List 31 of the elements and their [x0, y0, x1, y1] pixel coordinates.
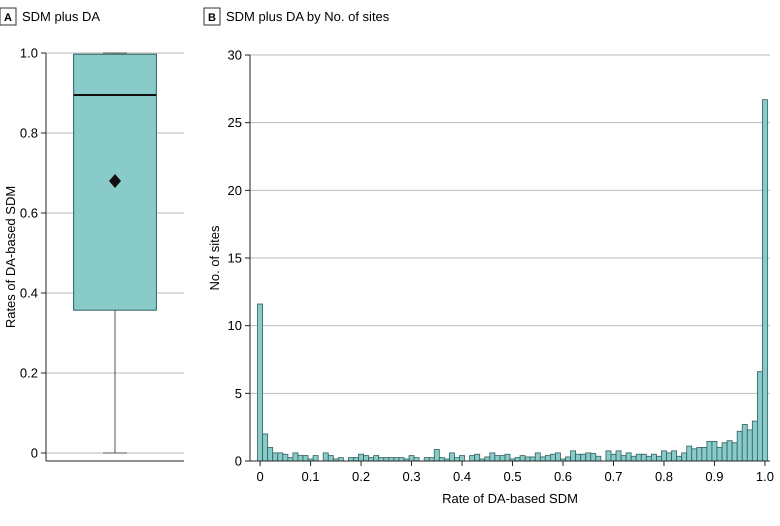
text: B [208, 12, 216, 24]
text: A [4, 12, 12, 24]
x-tick-label: 0.7 [604, 469, 623, 484]
y-tick-label: 10 [228, 318, 242, 334]
y-tick-label: 15 [228, 250, 242, 266]
chart-title: SDM plus DA [22, 9, 100, 24]
x-tick-label: 0.5 [503, 469, 522, 484]
x-tick-label: 0 [256, 469, 264, 484]
x-axis-title: Rate of DA-based SDM [442, 491, 578, 506]
chart-title: SDM plus DA by No. of sites [226, 9, 390, 24]
y-tick-label: 0 [30, 446, 38, 461]
y-tick-label: 1.0 [20, 46, 38, 61]
y-tick-label: 0.8 [20, 126, 38, 141]
x-tick-label: 0.9 [705, 469, 724, 484]
y-tick-label: 0.6 [20, 206, 38, 221]
y-tick-label: 0.2 [20, 366, 38, 381]
x-tick-label: 0.3 [402, 469, 421, 484]
y-axis-title: No. of sites [207, 224, 222, 291]
y-tick-label: 30 [228, 48, 242, 63]
x-tick-label: 0.8 [654, 469, 674, 484]
y-tick-label: 5 [234, 386, 242, 401]
x-tick-label: 0.1 [302, 469, 320, 484]
y-tick-label: 0.4 [20, 286, 38, 301]
x-tick-label: 0.2 [352, 469, 370, 484]
x-tick-label: 1.0 [756, 469, 774, 484]
x-tick-label: 0.4 [453, 469, 472, 484]
y-tick-label: 0 [234, 454, 242, 469]
x-tick-label: 0.6 [554, 469, 572, 484]
y-tick-label: 20 [228, 182, 242, 198]
y-tick-label: 25 [228, 115, 242, 130]
y-axis-title: Rates of DA-based SDM [3, 186, 18, 328]
